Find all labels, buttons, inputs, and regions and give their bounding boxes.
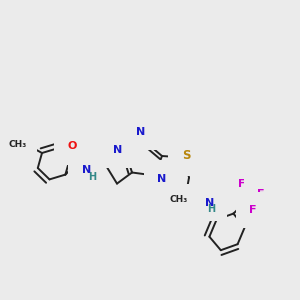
Text: F: F xyxy=(250,205,257,215)
Text: F: F xyxy=(238,178,245,189)
Text: N: N xyxy=(113,145,122,155)
Text: CH₃: CH₃ xyxy=(169,195,188,204)
Text: N: N xyxy=(158,173,166,184)
Text: F: F xyxy=(257,189,265,200)
Text: S: S xyxy=(182,148,190,162)
Text: O: O xyxy=(161,199,171,209)
Text: N: N xyxy=(82,165,91,176)
Text: N: N xyxy=(205,198,214,208)
Text: N: N xyxy=(136,127,146,137)
Text: H: H xyxy=(207,203,215,214)
Text: H: H xyxy=(88,172,96,182)
Text: CH₃: CH₃ xyxy=(8,140,26,149)
Text: O: O xyxy=(67,141,77,152)
